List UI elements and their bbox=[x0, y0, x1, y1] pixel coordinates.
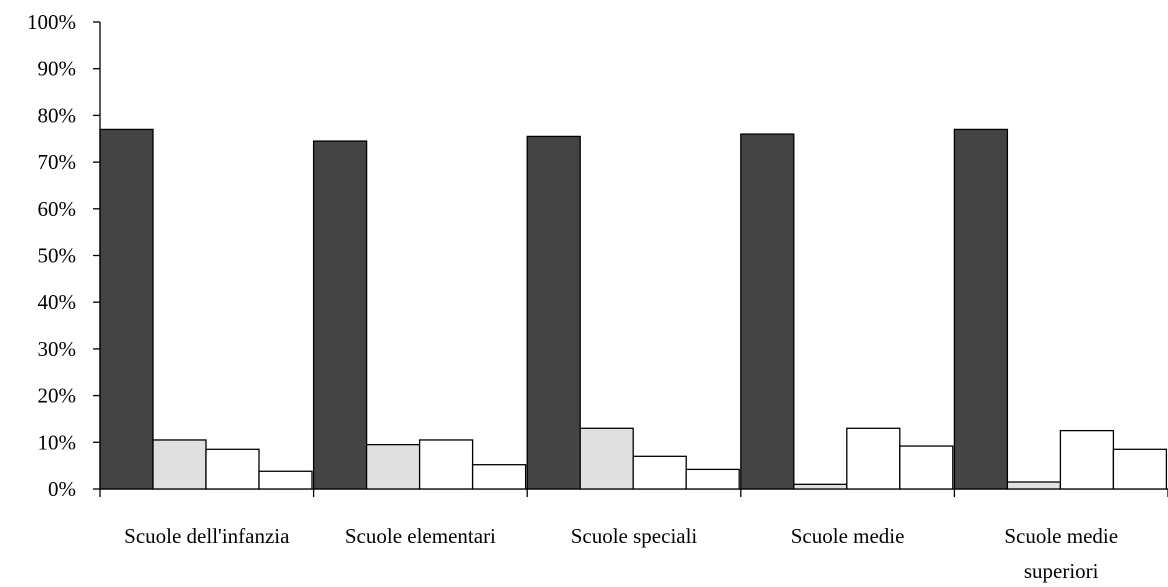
y-tick-label: 50% bbox=[38, 244, 77, 268]
bar-series-2 bbox=[365, 443, 421, 490]
bar-series-4 bbox=[471, 464, 527, 490]
y-tick-label: 100% bbox=[27, 10, 76, 34]
y-tick-label: 60% bbox=[38, 197, 77, 221]
bar-series-1 bbox=[740, 133, 795, 490]
bar-series-1 bbox=[312, 140, 368, 490]
bar-series-3 bbox=[846, 427, 901, 490]
bar-series-2 bbox=[152, 439, 207, 490]
category-label-line: superiori bbox=[1024, 559, 1099, 583]
y-axis: 0% 10% 20% 30% 40% 50% 60% 70% 80% 90% 100% bbox=[27, 10, 101, 501]
bar-series-2 bbox=[1006, 481, 1062, 490]
bar-series-2 bbox=[579, 427, 634, 490]
category-label: Scuole medie superiori bbox=[1004, 524, 1118, 583]
y-tick-label: 70% bbox=[38, 150, 77, 174]
category-label: Scuole speciali bbox=[571, 524, 698, 548]
y-tick-label: 90% bbox=[38, 57, 77, 81]
bar-series-2 bbox=[793, 483, 848, 490]
category-label-line: Scuole medie bbox=[1004, 524, 1118, 548]
category-label: Scuole dell'infanzia bbox=[124, 524, 290, 548]
x-axis: Scuole dell'infanzia Scuole elementari Scu… bbox=[99, 488, 1168, 583]
bar-series-4 bbox=[258, 470, 313, 490]
bar-series-1 bbox=[99, 128, 154, 490]
bar-series-3 bbox=[632, 455, 687, 490]
category-label-line: Scuole speciali bbox=[571, 524, 698, 548]
bar-series-1 bbox=[953, 128, 1009, 490]
y-tick-label: 30% bbox=[38, 337, 77, 361]
y-tick-label: 40% bbox=[38, 290, 77, 314]
y-tick-label: 20% bbox=[38, 384, 77, 408]
bar-series-1 bbox=[526, 135, 581, 490]
y-tick-label: 10% bbox=[38, 430, 77, 454]
category-label-line: Scuole medie bbox=[791, 524, 905, 548]
bar-series-3 bbox=[1059, 429, 1115, 490]
category-label-line: Scuole elementari bbox=[345, 524, 496, 548]
bars bbox=[99, 128, 1168, 490]
bar-series-4 bbox=[899, 445, 954, 490]
category-label: Scuole elementari bbox=[345, 524, 496, 548]
category-label-line: Scuole dell'infanzia bbox=[124, 524, 290, 548]
bar-series-3 bbox=[418, 439, 474, 490]
bar-series-4 bbox=[685, 468, 740, 490]
category-label: Scuole medie bbox=[791, 524, 905, 548]
y-tick-label: 80% bbox=[38, 103, 77, 127]
bar-series-4 bbox=[1112, 448, 1168, 490]
y-tick-label: 0% bbox=[48, 477, 76, 501]
bar-series-3 bbox=[205, 448, 260, 490]
